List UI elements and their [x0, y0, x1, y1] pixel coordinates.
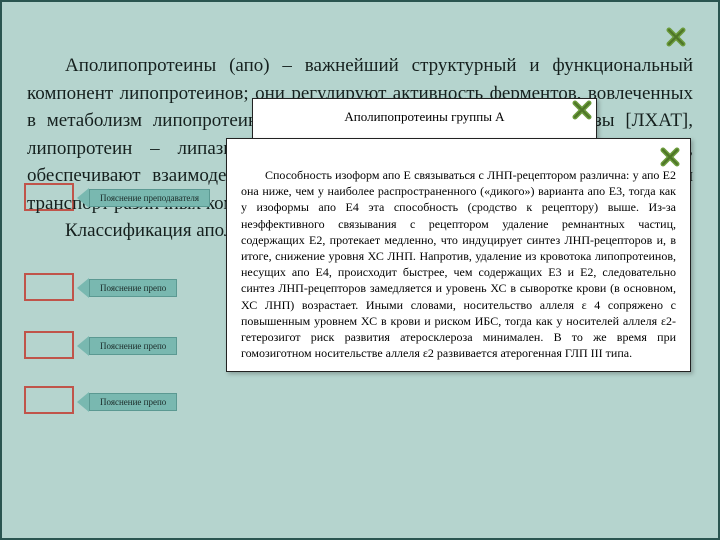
note-label: Пояснение препо [89, 279, 177, 297]
teacher-note-3[interactable]: Пояснение препо [77, 336, 177, 356]
arrow-left-icon [77, 392, 89, 412]
close-button-dialog-e[interactable] [660, 147, 680, 167]
close-button-main[interactable] [666, 27, 686, 47]
close-icon [572, 100, 592, 120]
highlight-box-3 [24, 331, 74, 359]
arrow-left-icon [77, 336, 89, 356]
close-button-dialog-a[interactable] [572, 100, 592, 120]
dialog-apolipoprotein-a: Аполипопротеины группы А [252, 98, 597, 140]
arrow-left-icon [77, 278, 89, 298]
teacher-note-4[interactable]: Пояснение препо [77, 392, 177, 412]
dialog-e-body: Способность изоформ апо Е связываться с … [241, 167, 676, 361]
highlight-box-4 [24, 386, 74, 414]
close-icon [666, 27, 686, 47]
note-label: Пояснение препо [89, 393, 177, 411]
note-label: Пояснение преподавателя [89, 189, 210, 207]
dialog-apolipoprotein-e: Способность изоформ апо Е связываться с … [226, 138, 691, 372]
teacher-note-1[interactable]: Пояснение преподавателя [77, 188, 210, 208]
dialog-a-title: Аполипопротеины группы А [267, 109, 582, 125]
teacher-note-2[interactable]: Пояснение препо [77, 278, 177, 298]
close-icon [660, 147, 680, 167]
highlight-box-2 [24, 273, 74, 301]
note-label: Пояснение препо [89, 337, 177, 355]
arrow-left-icon [77, 188, 89, 208]
